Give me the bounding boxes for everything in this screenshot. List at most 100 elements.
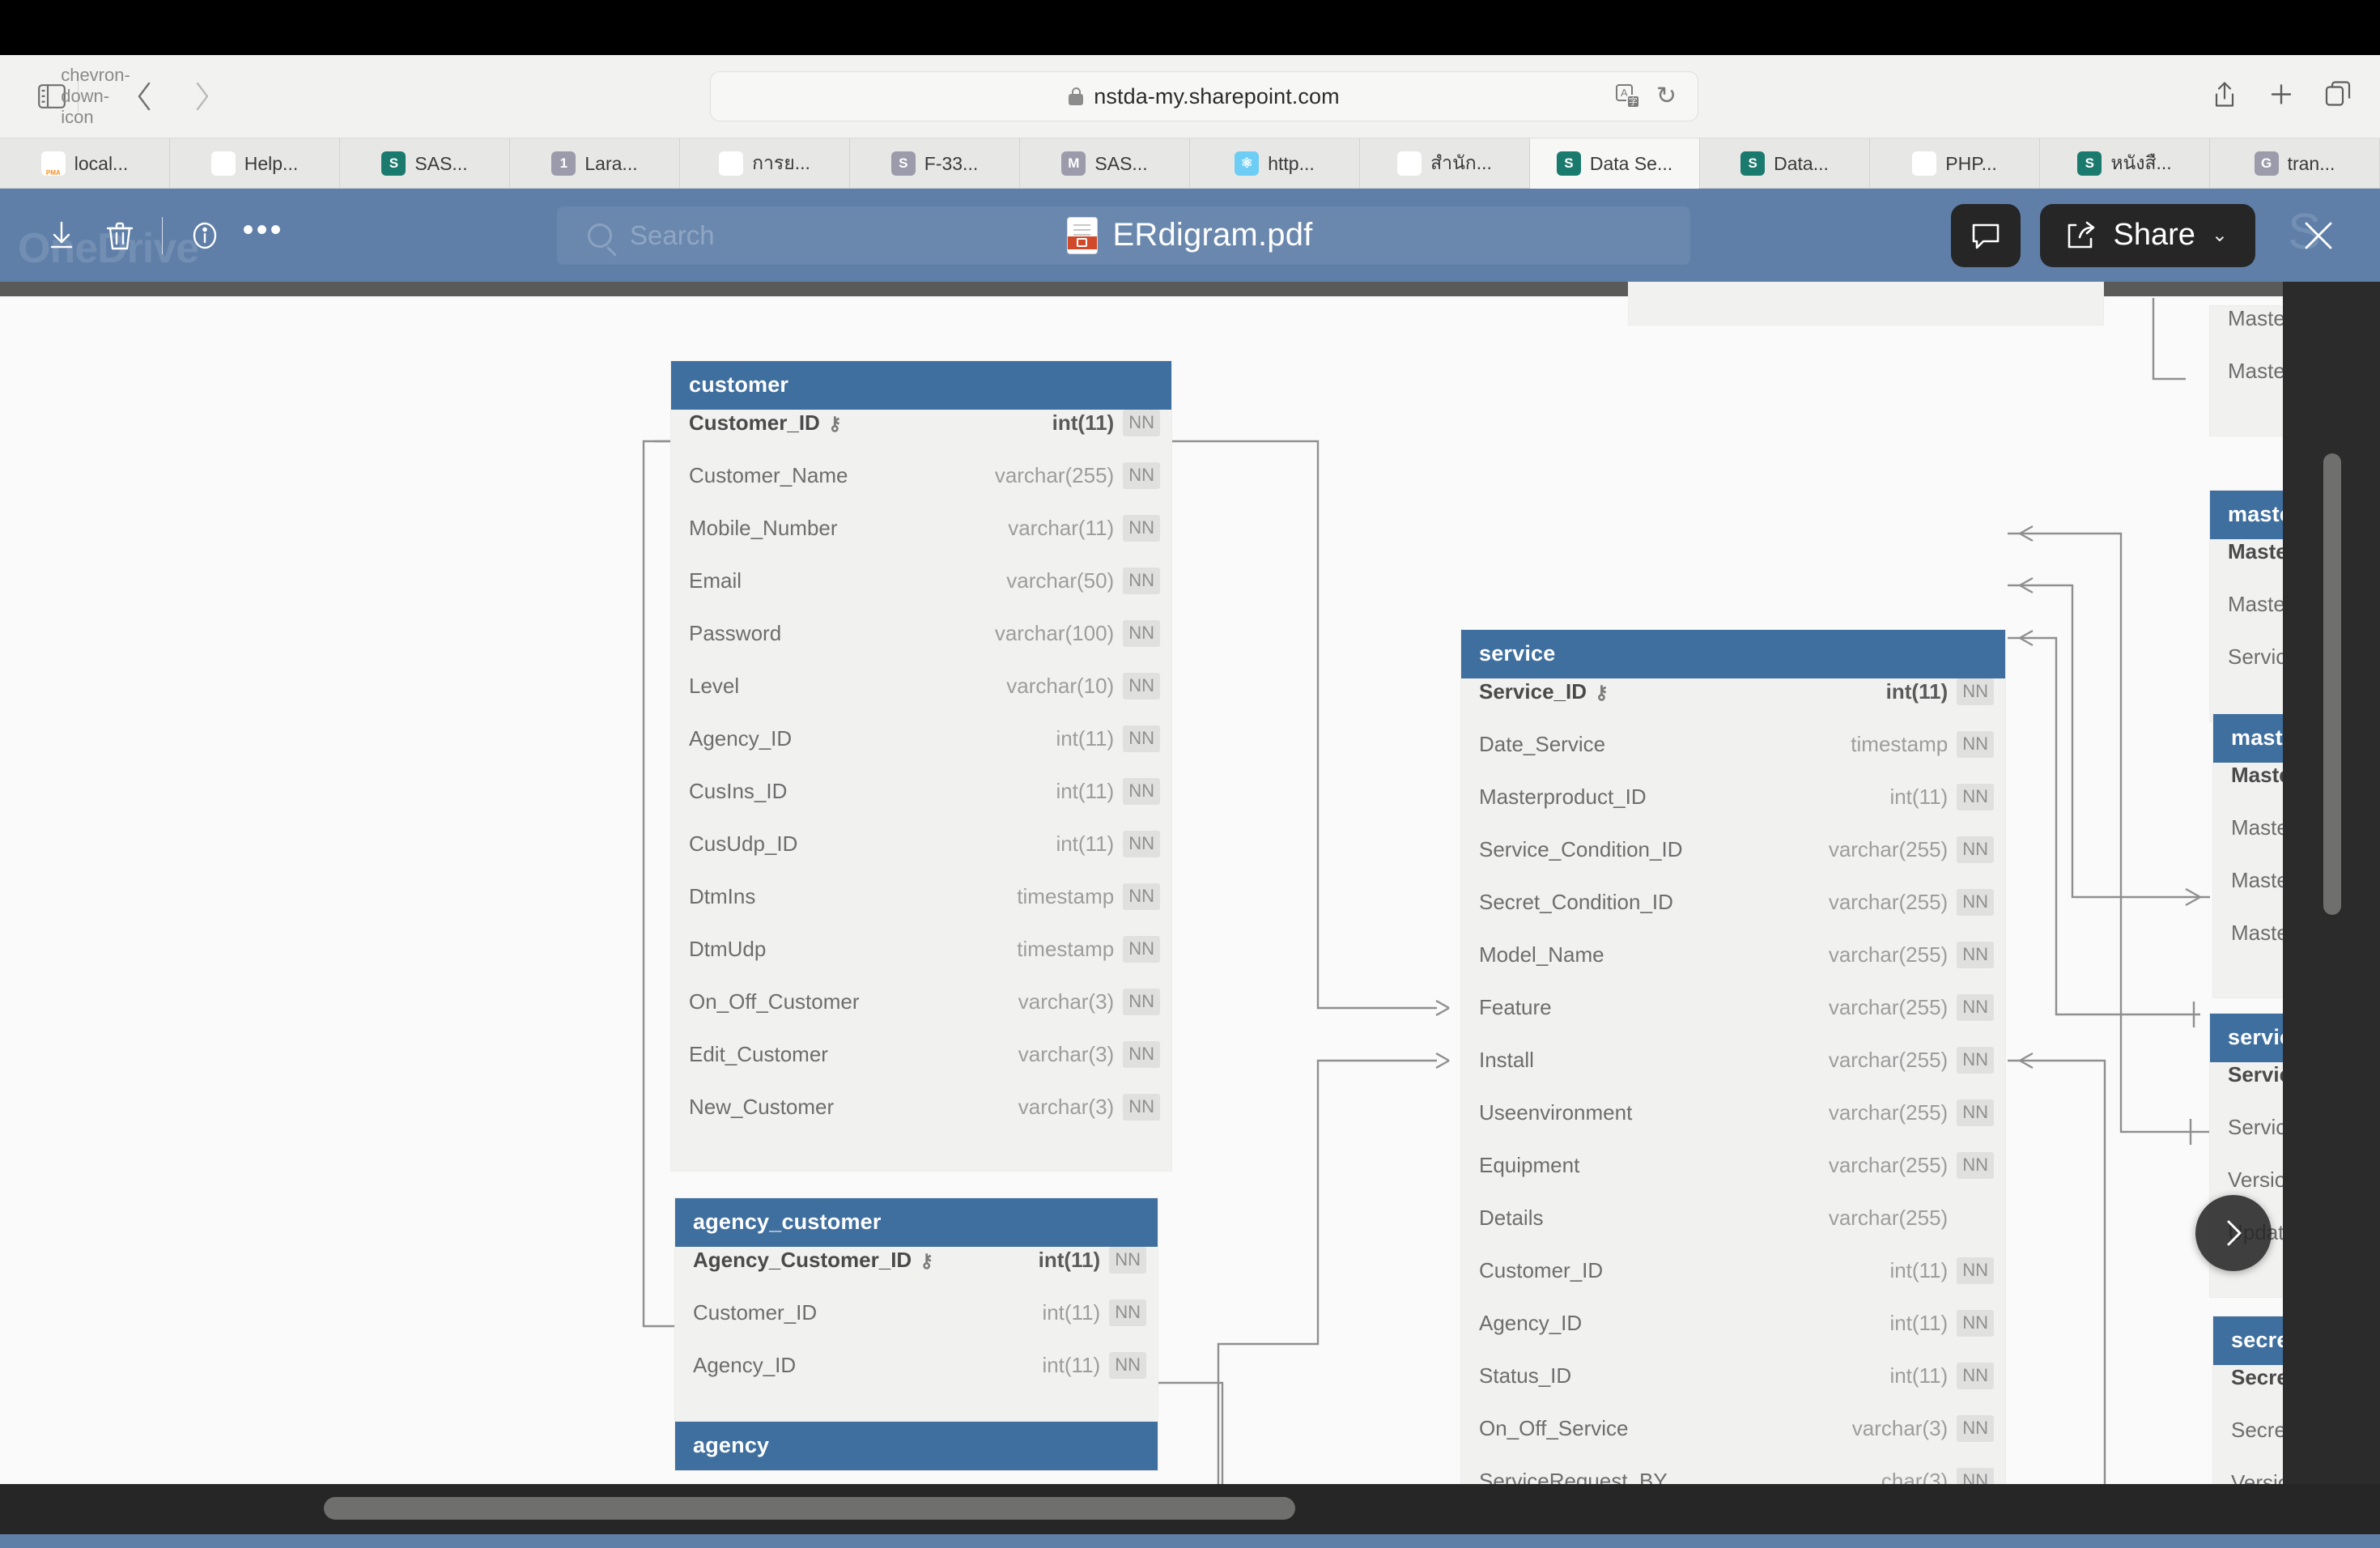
browser-tab[interactable]: ▲ local... [0, 138, 170, 189]
browser-tab[interactable]: S SAS... [340, 138, 510, 189]
table-row[interactable]: Customer_ID int(11) NN [675, 1299, 1158, 1352]
er-table-header: service [1461, 630, 2005, 678]
react-icon: ⚛ [1235, 151, 1260, 176]
browser-tab[interactable]: S F-33... [850, 138, 1020, 189]
browser-tab[interactable]: S Data... [1700, 138, 1870, 189]
tab-label: Data Se... [1589, 152, 1673, 174]
table-row[interactable]: DtmIns timestamp NN [671, 883, 1171, 936]
close-button[interactable]: S [2284, 202, 2352, 270]
er-table-customer[interactable]: customer Customer_ID ⚷ int(11) NN Customer_Na… [671, 361, 1171, 1171]
sidebar-toggle-icon[interactable] [34, 79, 70, 114]
table-row[interactable]: On_Off_Service varchar(3) NN [1461, 1415, 2005, 1468]
search-input[interactable]: Search [557, 206, 1690, 265]
not-null-badge: NN [1957, 1363, 1994, 1389]
browser-tab[interactable]: S Data Se... [1530, 138, 1700, 189]
share-button[interactable]: Share ⌄ [2040, 203, 2255, 267]
translate-icon[interactable]: A 字 [1615, 84, 1640, 108]
share-icon[interactable] [2212, 81, 2238, 113]
table-row[interactable]: Install varchar(255) NN [1461, 1047, 2005, 1099]
reload-icon[interactable]: ↻ [1655, 83, 1677, 109]
chevron-down-icon[interactable]: chevron-down-icon [61, 65, 130, 127]
browser-tab[interactable]: W PHP... [1870, 138, 2040, 189]
table-row[interactable]: DtmUdp timestamp NN [1629, 282, 2103, 300]
table-row[interactable]: On_Off_Customer varchar(3) NN [671, 989, 1171, 1041]
download-button[interactable] [32, 206, 91, 265]
er-table-header: agency [675, 1422, 1158, 1470]
column-type: timestamp [1017, 937, 1115, 961]
tab-overview-icon[interactable] [2325, 81, 2351, 113]
tab-label: SAS... [414, 152, 468, 174]
tab-label: SAS... [1094, 152, 1148, 174]
er-table-clipped-top[interactable]: DtmUdp timestamp NN [1629, 282, 2103, 325]
table-row[interactable]: Equipment varchar(255) NN [1461, 1152, 2005, 1205]
info-button[interactable] [176, 206, 234, 265]
table-row[interactable]: Service_Condition_ID varchar(255) NN [1461, 836, 2005, 889]
table-row[interactable]: Customer_ID ⚷ int(11) NN [671, 410, 1171, 462]
browser-tab[interactable]: ⚛ http... [1190, 138, 1360, 189]
letter-s-icon: S [890, 151, 916, 176]
table-row[interactable]: Masterproduct_ID int(11) NN [1461, 784, 2005, 836]
column-type: int(11) [1056, 831, 1115, 856]
er-table-agency-customer[interactable]: agency_customer Agency_Customer_ID ⚷ int(11… [675, 1198, 1158, 1429]
browser-tab[interactable]: M SAS... [1020, 138, 1190, 189]
vertical-scrollbar[interactable] [2283, 282, 2380, 1484]
column-name: Service_ID [1479, 679, 1587, 704]
not-null-badge: NN [1123, 673, 1160, 700]
horizontal-scrollbar-thumb[interactable] [324, 1497, 1295, 1520]
address-bar[interactable]: nstda-my.sharepoint.com A 字 ↻ [710, 71, 1698, 121]
table-row[interactable]: Model_Name varchar(255) NN [1461, 942, 2005, 994]
table-row[interactable]: Secret_Condition_ID varchar(255) NN [1461, 889, 2005, 942]
chevron-down-icon[interactable]: ⌄ [2211, 224, 2228, 246]
browser-tab[interactable]: S หนังสื... [2040, 138, 2210, 189]
table-row[interactable]: CusUdp_ID int(11) NN [671, 831, 1171, 883]
pdf-viewport[interactable]: DtmUdp timestamp NN customerCustomer_ID⚷… [0, 282, 2380, 1484]
table-row[interactable]: Date_Service timestamp NN [1461, 731, 2005, 784]
table-row[interactable]: Edit_Customer varchar(3) NN [671, 1041, 1171, 1094]
not-null-badge: NN [1123, 778, 1160, 805]
table-row[interactable]: Customer_Name varchar(255) NN [671, 462, 1171, 515]
table-row[interactable]: Agency_ID int(11) NN [1461, 1310, 2005, 1363]
column-type: varchar(255) [1828, 837, 1949, 861]
sharepoint-icon: S [1740, 151, 1766, 176]
table-row[interactable]: Status_ID int(11) NN [1461, 1363, 2005, 1415]
number-one-icon: 1 [551, 151, 576, 176]
table-row[interactable]: Level varchar(10) NN [671, 673, 1171, 725]
er-table-agency[interactable]: agency [675, 1422, 1158, 1470]
table-row[interactable]: Password varchar(100) NN [671, 620, 1171, 673]
table-row[interactable]: Customer_ID int(11) NN [1461, 1257, 2005, 1310]
table-row[interactable]: Agency_ID int(11) NN [675, 1352, 1158, 1405]
table-row[interactable]: New_Customer varchar(3) NN [671, 1094, 1171, 1146]
browser-tab[interactable]: 1 Lara... [510, 138, 680, 189]
table-row[interactable]: Service_ID ⚷ int(11) NN [1461, 678, 2005, 731]
comment-button[interactable] [1951, 203, 2021, 267]
forward-button[interactable] [185, 78, 219, 115]
table-row[interactable]: Email varchar(50) NN [671, 568, 1171, 620]
er-table-service[interactable]: service Service_ID ⚷ int(11) NN Date_Service t… [1461, 630, 2005, 1484]
table-row[interactable]: CusIns_ID int(11) NN [671, 778, 1171, 831]
column-name: Details [1479, 1206, 1544, 1230]
horizontal-scrollbar[interactable] [0, 1484, 2380, 1534]
back-button[interactable] [128, 78, 162, 115]
letter-m-icon: M [1061, 151, 1086, 176]
tab-label: F-33... [924, 152, 979, 174]
next-page-button[interactable] [2195, 1195, 2272, 1271]
more-options-button[interactable]: ••• [242, 211, 284, 248]
column-name: Level [689, 674, 740, 698]
table-row[interactable]: Useenvironment varchar(255) NN [1461, 1099, 2005, 1152]
plus-icon[interactable] [2268, 81, 2294, 113]
vertical-scrollbar-thumb[interactable] [2323, 453, 2341, 915]
column-name: Agency_ID [693, 1353, 797, 1377]
delete-button[interactable] [91, 206, 149, 265]
table-row[interactable]: DtmUdp timestamp NN [671, 936, 1171, 989]
table-row[interactable]: Agency_Customer_ID ⚷ int(11) NN [675, 1247, 1158, 1299]
browser-tab[interactable]: ☷ สำนัก... [1360, 138, 1530, 189]
table-row[interactable]: Agency_ID int(11) NN [671, 725, 1171, 778]
table-row[interactable]: Feature varchar(255) NN [1461, 994, 2005, 1047]
browser-tab[interactable]: ◈ Help... [170, 138, 340, 189]
table-row[interactable]: Mobile_Number varchar(11) NN [671, 515, 1171, 568]
not-null-badge: NN [1109, 1352, 1146, 1379]
browser-tab[interactable]: ☷ การย... [680, 138, 850, 189]
table-row[interactable]: ServiceRequest_BY char(3) NN [1461, 1468, 2005, 1484]
